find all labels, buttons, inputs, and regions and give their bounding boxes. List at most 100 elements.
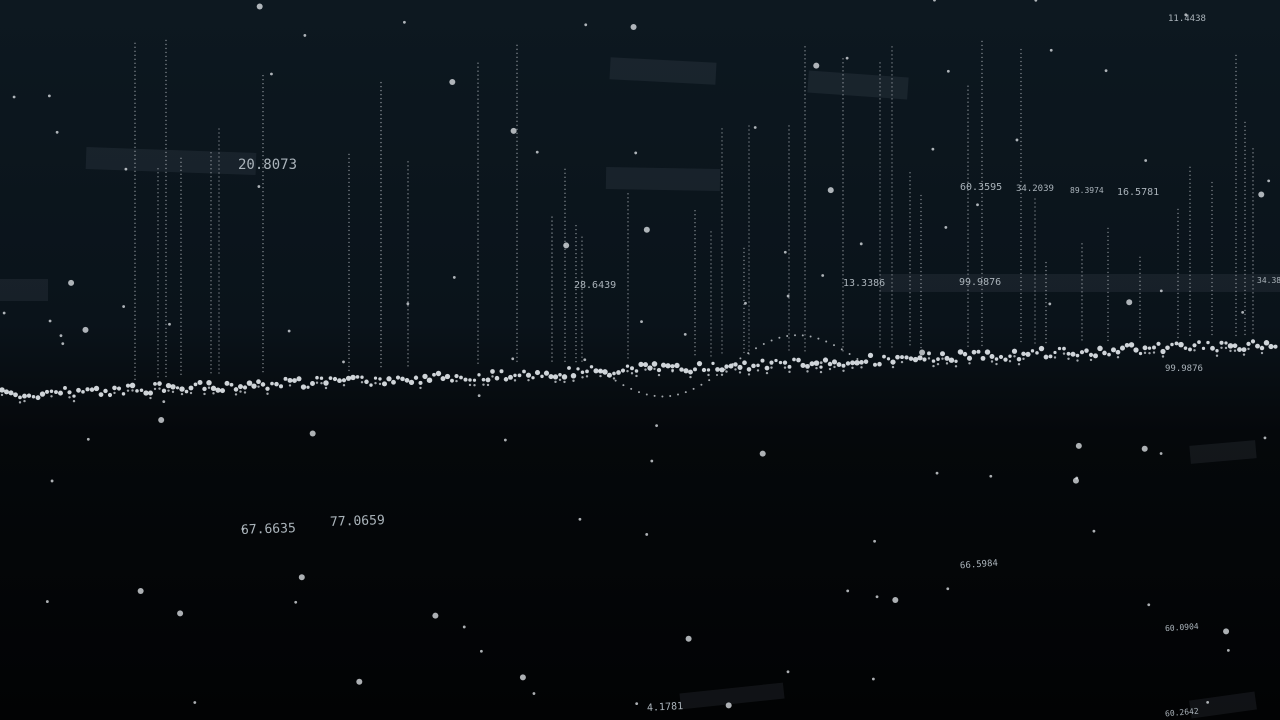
column-dot — [165, 183, 167, 186]
column-dot — [165, 259, 167, 262]
column-dot — [380, 313, 382, 316]
column-dot — [262, 370, 264, 373]
column-dot — [909, 220, 911, 222]
column-dot — [788, 129, 790, 131]
column-dot — [981, 56, 983, 59]
column-dot — [581, 320, 583, 322]
column-dot — [627, 333, 629, 335]
column-dot — [981, 64, 983, 67]
wave-dot — [238, 384, 243, 390]
wave-dot — [567, 366, 571, 370]
column-dot — [157, 320, 159, 322]
column-dot — [981, 276, 983, 279]
column-dot — [477, 62, 479, 64]
star-dot — [270, 72, 273, 76]
column-dot — [1020, 156, 1022, 159]
column-dot — [218, 256, 220, 258]
column-dot — [920, 206, 922, 209]
column-dot — [967, 265, 969, 267]
star-dot — [821, 274, 825, 277]
column-dot — [748, 249, 750, 251]
column-dot — [564, 200, 566, 203]
wave-dot — [660, 362, 667, 368]
value-label: 67.6635 — [240, 521, 297, 538]
wave-dot — [22, 393, 27, 399]
column-dot — [967, 213, 969, 215]
column-dot — [694, 265, 696, 268]
wave-dot — [1188, 347, 1192, 352]
column-dot — [694, 329, 696, 332]
star-dot — [1015, 138, 1019, 142]
column-dot — [891, 266, 893, 268]
wave-dot — [724, 364, 729, 369]
column-dot — [981, 284, 983, 287]
column-dot — [981, 216, 983, 219]
column-dot — [981, 240, 983, 243]
column-dot — [380, 97, 382, 100]
column-dot — [1235, 290, 1237, 293]
column-dot — [694, 305, 696, 308]
column-dot — [262, 178, 264, 181]
column-dot — [981, 120, 983, 123]
column-dot — [262, 90, 264, 93]
column-dot — [348, 329, 350, 332]
column-dot — [157, 376, 159, 378]
star-dot — [158, 416, 165, 423]
wave-dot — [998, 354, 1004, 360]
column-dot — [967, 125, 969, 127]
column-dot — [1244, 285, 1246, 288]
column-dot — [1235, 242, 1237, 245]
column-dot — [920, 318, 922, 321]
column-dot — [981, 224, 983, 227]
column-dot — [1189, 242, 1191, 245]
column-dot — [218, 152, 220, 154]
column-dot — [262, 166, 264, 169]
wave-dot — [167, 389, 170, 392]
column-dot — [1235, 238, 1237, 241]
column-dot — [407, 193, 409, 195]
column-dot — [564, 280, 566, 283]
column-dot — [1139, 260, 1141, 263]
column-dot — [1244, 225, 1246, 228]
star-dot — [1034, 0, 1038, 2]
star-dot — [510, 127, 517, 134]
column-dot — [804, 66, 806, 68]
column-dot — [1211, 225, 1213, 228]
wave-dot — [900, 355, 904, 360]
column-dot — [581, 264, 583, 266]
column-dot — [407, 325, 409, 327]
column-dot — [1244, 133, 1246, 136]
column-dot — [1139, 268, 1141, 271]
column-dot — [516, 92, 518, 95]
column-dot — [575, 300, 577, 303]
wave-dot — [391, 379, 396, 385]
column-dot — [721, 232, 723, 234]
column-dot — [218, 252, 220, 254]
column-dot — [1020, 128, 1022, 131]
column-dot — [575, 356, 577, 359]
column-dot — [1020, 124, 1022, 127]
column-dot — [180, 305, 182, 308]
column-dot — [165, 299, 167, 302]
column-dot — [879, 190, 881, 192]
column-dot — [627, 313, 629, 315]
column-dot — [909, 172, 911, 174]
column-dot — [981, 208, 983, 211]
column-dot — [804, 170, 806, 172]
column-dot — [564, 300, 566, 303]
column-dot — [157, 356, 159, 358]
column-dot — [262, 118, 264, 121]
column-dot — [842, 290, 844, 292]
column-dot — [981, 272, 983, 275]
wave-dot — [212, 392, 215, 395]
column-dot — [477, 358, 479, 360]
column-dot — [516, 192, 518, 195]
column-dot — [407, 269, 409, 271]
column-dot — [1020, 232, 1022, 235]
wave-dot — [202, 386, 207, 392]
column-dot — [348, 353, 350, 356]
column-dot — [157, 248, 159, 250]
column-dot — [721, 152, 723, 154]
wave-dot — [625, 364, 630, 368]
column-dot — [564, 216, 566, 219]
